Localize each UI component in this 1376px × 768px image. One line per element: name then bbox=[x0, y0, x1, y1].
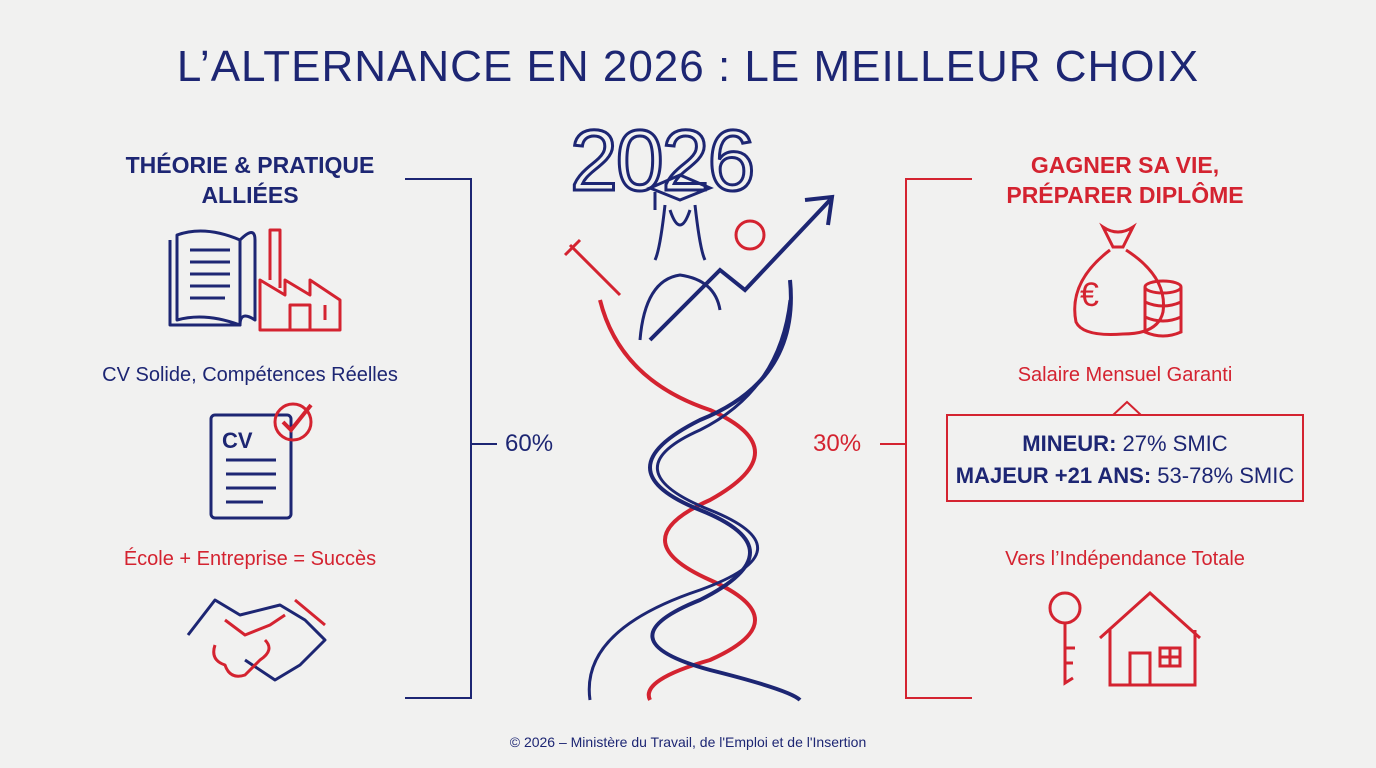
page-title: L’ALTERNANCE EN 2026 : LE MEILLEUR CHOIX bbox=[176, 42, 1200, 91]
salary-box: MINEUR: 27% SMIC MAJEUR +21 ANS: 53-78% … bbox=[946, 414, 1304, 502]
helix-graduate-illustration bbox=[563, 173, 835, 702]
right-heading-line: PRÉPARER DIPLÔME bbox=[1006, 182, 1244, 208]
left-heading-line: ALLIÉES bbox=[201, 182, 299, 208]
major-value: 53-78% SMIC bbox=[1157, 463, 1295, 488]
money-bag-euro-icon bbox=[1073, 222, 1183, 338]
right-percent: 30% bbox=[813, 430, 862, 457]
cv-check-icon bbox=[209, 402, 313, 520]
book-factory-icon bbox=[168, 228, 342, 332]
minor-value: 27% SMIC bbox=[1122, 431, 1228, 456]
footer-credit: © 2026 – Ministère du Travail, de l'Empl… bbox=[509, 734, 867, 750]
handshake-icon bbox=[186, 598, 327, 682]
minor-label: MINEUR: bbox=[1022, 431, 1117, 456]
box-pointer bbox=[1111, 400, 1143, 417]
right-heading-line: GAGNER SA VIE, bbox=[1030, 152, 1220, 178]
cv-label: CV Solide, Compétences Réelles bbox=[102, 364, 398, 386]
right-heading: GAGNER SA VIE, PRÉPARER DIPLÔME bbox=[970, 150, 1280, 210]
left-bracket bbox=[405, 178, 497, 699]
independence-label: Vers l’Indépendance Totale bbox=[1005, 548, 1245, 570]
euro-sign: € bbox=[1080, 276, 1099, 314]
cv-text: CV bbox=[222, 428, 253, 453]
left-percent: 60% bbox=[505, 430, 554, 457]
salary-label: Salaire Mensuel Garanti bbox=[1017, 364, 1233, 386]
major-label: MAJEUR +21 ANS: bbox=[955, 463, 1152, 488]
left-heading: THÉORIE & PRATIQUE ALLIÉES bbox=[100, 150, 400, 210]
key-house-icon bbox=[1048, 590, 1202, 687]
left-heading-line: THÉORIE & PRATIQUE bbox=[125, 152, 375, 178]
school-company-label: École + Entreprise = Succès bbox=[123, 548, 377, 570]
right-bracket bbox=[880, 178, 972, 699]
